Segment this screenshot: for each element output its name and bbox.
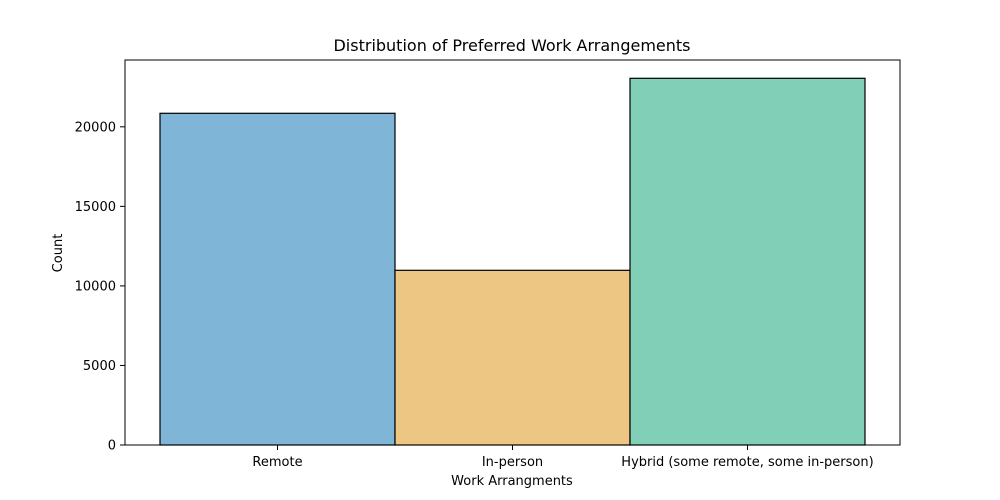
bar-2 [629,77,866,446]
y-tick-label: 20000 [75,120,116,135]
x-axis: Remote In-person Hybrid (some remote, some… [252,445,874,470]
x-axis-label: Work Arrangments [451,474,573,489]
x-tick-label: Hybrid (some remote, some in-person) [621,455,873,470]
chart-title: Distribution of Preferred Work Arrangeme… [333,36,690,55]
y-tick-label: 15000 [75,200,116,215]
bars-group [159,77,866,446]
bar-0 [159,112,396,446]
x-tick-label: Remote [252,455,302,470]
y-tick-label: 5000 [83,359,116,374]
y-axis-label: Count [51,234,66,273]
y-axis: 0 5000 10000 15000 20000 [75,120,125,454]
y-tick-label: 0 [108,439,116,454]
bar-1 [394,269,631,446]
y-tick-label: 10000 [75,279,116,294]
x-tick-label: In-person [482,455,543,470]
